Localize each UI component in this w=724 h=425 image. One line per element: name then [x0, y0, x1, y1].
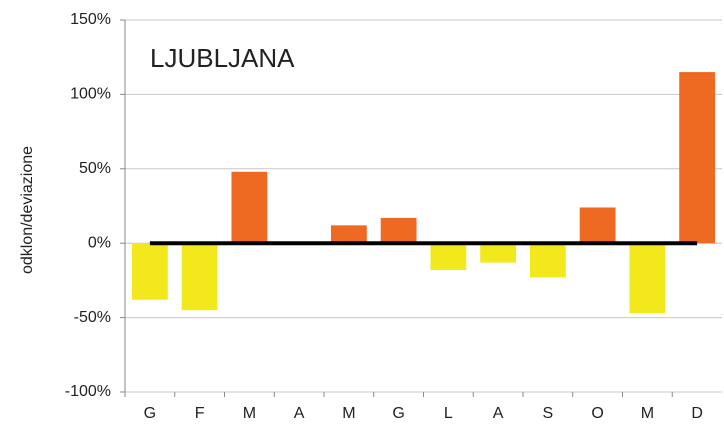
bar [330, 225, 367, 244]
y-tick-label: -100% [65, 383, 111, 400]
x-tick-label: L [444, 405, 453, 422]
bar [181, 243, 218, 311]
x-tick-label: G [144, 405, 156, 422]
bar [131, 243, 168, 300]
bar [380, 217, 417, 244]
bar [679, 72, 716, 244]
x-tick-label: A [294, 405, 305, 422]
bar [629, 243, 666, 314]
x-tick-label: F [195, 405, 205, 422]
y-tick-label: 50% [79, 160, 111, 177]
x-tick-label: S [543, 405, 554, 422]
bar [430, 243, 467, 270]
x-tick-label: M [641, 405, 654, 422]
x-tick-label: G [392, 405, 404, 422]
y-axis-label: odklon/deviazione [19, 146, 36, 274]
y-tick-label: 150% [70, 11, 111, 28]
bar [231, 171, 268, 244]
y-tick-label: -50% [74, 309, 111, 326]
x-tick-label: M [243, 405, 256, 422]
y-tick-label: 100% [70, 86, 111, 103]
chart-title: LJUBLJANA [150, 43, 295, 73]
x-tick-label: M [342, 405, 355, 422]
y-tick-label: 0% [88, 234, 111, 251]
bar [480, 243, 517, 263]
bar [579, 207, 616, 244]
x-tick-label: A [493, 405, 504, 422]
bar [529, 243, 566, 278]
x-tick-label: O [591, 405, 603, 422]
x-tick-label: D [691, 405, 703, 422]
